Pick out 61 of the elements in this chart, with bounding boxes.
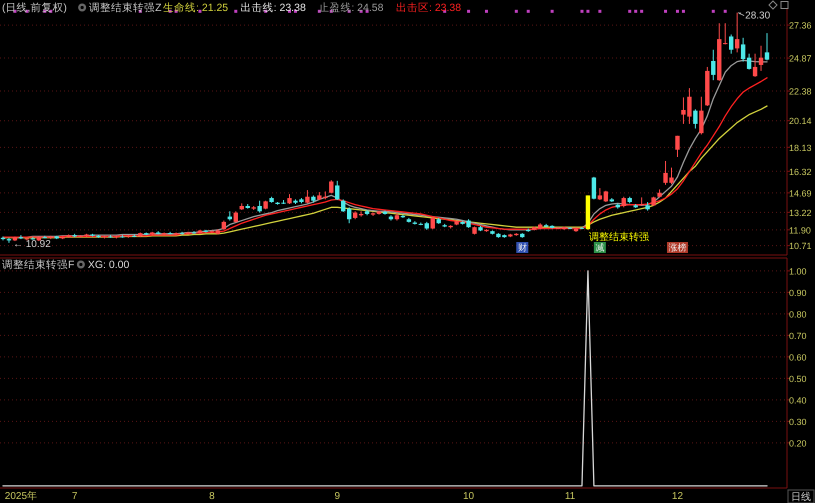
text: 日线 [791, 491, 811, 503]
y-tick-label: 0.80 [789, 309, 807, 320]
y-tick-label: 0.70 [789, 330, 807, 341]
x-tick-label: 2025年 [4, 490, 38, 502]
candlestick [622, 196, 626, 208]
y-tick-label: 14.69 [789, 188, 812, 198]
y-tick-label: 0.60 [789, 352, 807, 362]
y-tick-label: 13.22 [789, 208, 812, 218]
text: 出击区: 23.38 [396, 1, 462, 14]
candlestick [257, 200, 262, 214]
chart-title: 调整结束转强F [2, 258, 74, 271]
y-tick-label: 22.38 [789, 86, 812, 97]
y-tick-label: 18.13 [789, 142, 812, 153]
x-tick-label: 10 [463, 491, 475, 502]
candlestick [329, 180, 334, 194]
candlestick [728, 34, 734, 54]
candlestick [305, 190, 310, 204]
candlestick [711, 49, 716, 81]
x-tick-label: 7 [72, 491, 78, 502]
candlestick [228, 210, 232, 222]
candlestick [651, 196, 656, 206]
candlestick [335, 180, 340, 201]
candlestick [752, 53, 758, 78]
annotation: 涨榜 [668, 242, 686, 252]
candlestick [699, 96, 704, 135]
chart-title: (日线,前复权) [2, 1, 67, 14]
candlestick [693, 108, 698, 130]
y-tick-label: 0.20 [789, 438, 807, 448]
x-tick-label: 12 [672, 491, 684, 502]
y-tick-label: 0.50 [789, 374, 807, 384]
text: XG: 0.00 [88, 259, 130, 271]
y-tick-label: 0.40 [789, 395, 807, 406]
y-tick-label: 0.30 [789, 416, 807, 427]
annotation: 财 [518, 242, 527, 252]
y-tick-label: 1.00 [789, 266, 807, 276]
annotation: 28.30 [745, 10, 771, 22]
y-tick-label: 27.36 [789, 20, 812, 31]
candlestick [758, 45, 764, 72]
candlestick [669, 167, 674, 185]
y-tick-label: 0.90 [789, 288, 807, 298]
candlestick [592, 176, 596, 200]
y-tick-label: 10.71 [789, 241, 812, 252]
x-tick-label: 9 [334, 491, 340, 502]
chart-subtitle: 调整结束转强Z [89, 1, 162, 14]
candlestick [234, 210, 238, 224]
x-tick-label: 11 [564, 491, 576, 502]
annotation: 减 [595, 242, 604, 252]
candlestick [222, 220, 226, 230]
candlestick [430, 216, 435, 230]
annotation: ← 10.92 [12, 238, 52, 250]
y-tick-label: 16.32 [789, 166, 812, 177]
text: 止盈线: 24.58 [318, 1, 384, 14]
y-tick-label: 11.90 [789, 225, 811, 236]
legend-label: 出击线: 23.38 [240, 1, 306, 14]
candlestick [287, 194, 292, 205]
y-tick-label: 24.87 [789, 54, 812, 64]
y-tick-label: 20.14 [789, 116, 812, 126]
text: 生命线: 21.25 [163, 1, 228, 14]
x-tick-label: 8 [209, 491, 216, 502]
candlestick [663, 160, 668, 186]
annotation: 调整结束转强 [588, 230, 649, 243]
